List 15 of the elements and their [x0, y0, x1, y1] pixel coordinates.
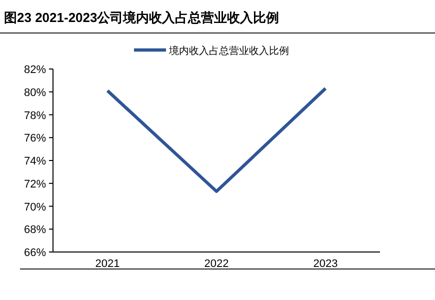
y-tick-label: 72%: [24, 178, 46, 190]
legend-label: 境内收入占总营业收入比例: [168, 45, 289, 57]
y-tick-label: 78%: [24, 110, 46, 122]
y-tick-label: 76%: [24, 132, 46, 145]
x-tick-label: 2022: [204, 258, 229, 270]
y-tick-label: 80%: [24, 86, 46, 99]
y-tick-label: 82%: [24, 64, 46, 76]
x-tick-label: 2021: [95, 258, 120, 270]
y-tick-label: 68%: [24, 224, 46, 236]
y-tick-label: 66%: [24, 247, 46, 259]
y-tick-label: 74%: [24, 156, 46, 168]
legend: 境内收入占总营业收入比例: [134, 46, 289, 57]
y-tick-label: 70%: [24, 201, 46, 214]
x-tick-label: 2023: [313, 258, 338, 270]
chart-title: 图23 2021-2023公司境内收入占总营业收入比例: [4, 10, 280, 25]
